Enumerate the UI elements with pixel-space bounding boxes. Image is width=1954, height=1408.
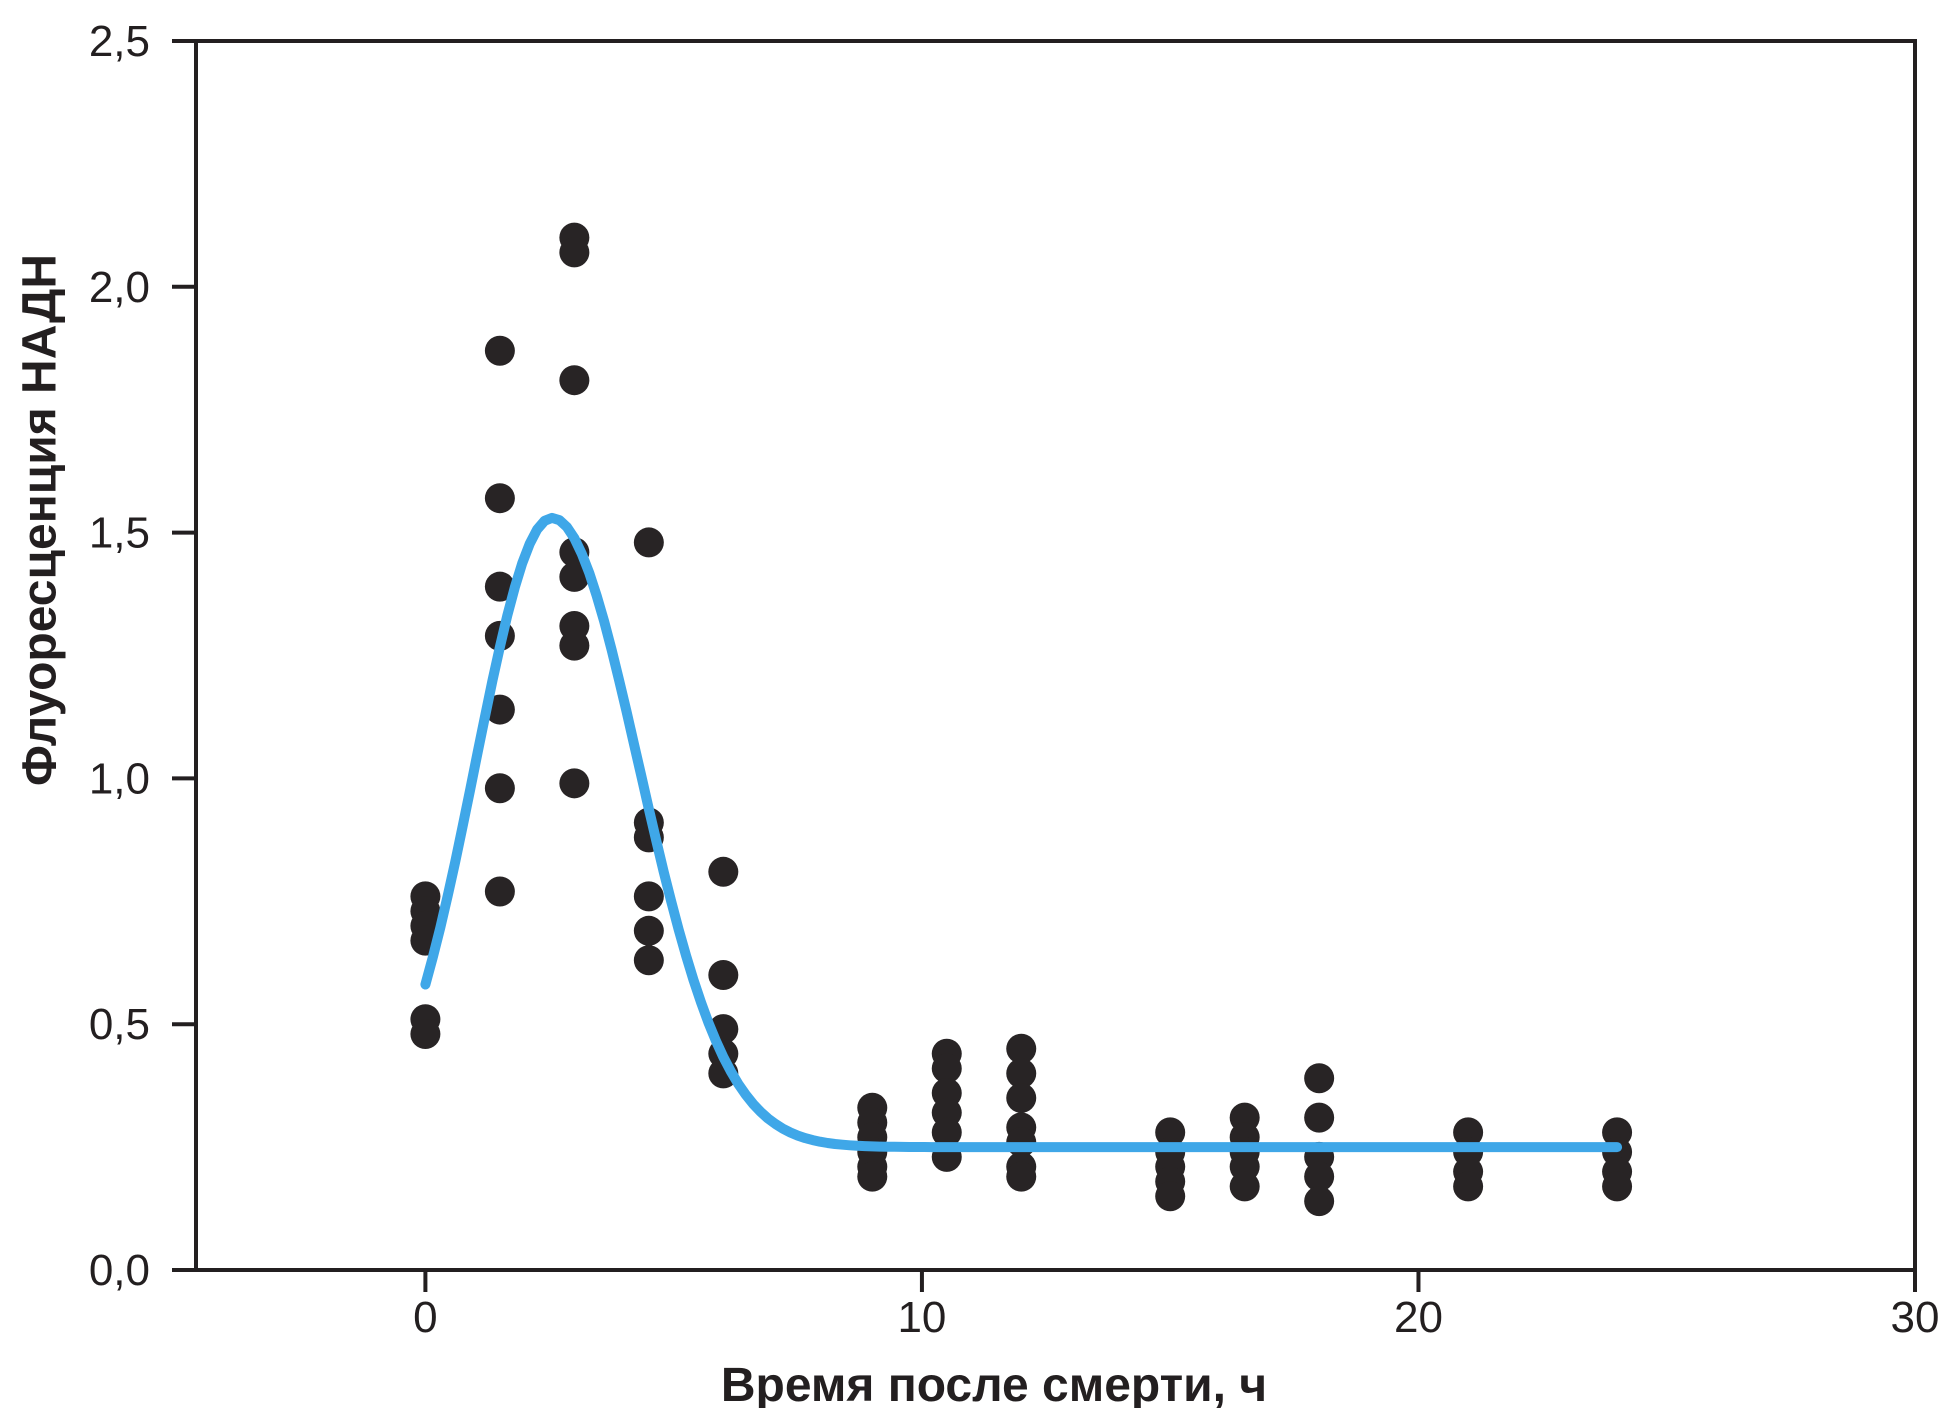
data-point — [1006, 1082, 1037, 1113]
data-point — [633, 881, 664, 912]
data-point — [1304, 1186, 1335, 1217]
x-axis-title: Время после смерти, ч — [720, 1359, 1268, 1408]
data-point — [1006, 1161, 1037, 1192]
data-point — [1304, 1102, 1335, 1133]
data-point — [1006, 1033, 1037, 1064]
y-axis-title: Флуоресценция НАДН — [13, 253, 67, 787]
data-point — [1453, 1171, 1484, 1202]
data-point — [484, 483, 515, 514]
data-point — [708, 960, 739, 991]
y-tick-label: 2,5 — [89, 17, 150, 66]
data-point — [410, 1019, 441, 1050]
data-point — [484, 571, 515, 602]
data-point — [559, 630, 590, 661]
y-tick-label: 2,0 — [89, 263, 150, 312]
y-tick-label: 0,5 — [89, 1000, 150, 1049]
data-point — [931, 1053, 962, 1084]
data-point — [633, 915, 664, 946]
data-point — [559, 237, 590, 268]
data-point — [559, 561, 590, 592]
data-point — [1229, 1171, 1260, 1202]
y-tick-label: 0,0 — [89, 1246, 150, 1295]
data-point — [708, 856, 739, 887]
data-point — [484, 335, 515, 366]
data-point — [1006, 1058, 1037, 1089]
y-tick-label: 1,5 — [89, 509, 150, 558]
y-tick-label: 1,0 — [89, 754, 150, 803]
fit-curve-line — [420, 512, 1623, 1153]
data-point — [1304, 1063, 1335, 1094]
data-point — [633, 945, 664, 976]
x-tick-label: 30 — [1891, 1293, 1940, 1342]
data-point — [931, 1117, 962, 1148]
x-tick-label: 20 — [1394, 1293, 1443, 1342]
data-point — [559, 768, 590, 799]
data-point — [1155, 1181, 1186, 1212]
x-tick-label: 0 — [413, 1293, 437, 1342]
data-point — [633, 527, 664, 558]
data-point — [1602, 1171, 1633, 1202]
data-point — [484, 773, 515, 804]
data-point — [559, 365, 590, 396]
data-point — [484, 876, 515, 907]
data-point — [857, 1161, 888, 1192]
plot-frame — [194, 39, 1917, 1272]
data-point — [1304, 1161, 1335, 1192]
x-tick-label: 10 — [897, 1293, 946, 1342]
